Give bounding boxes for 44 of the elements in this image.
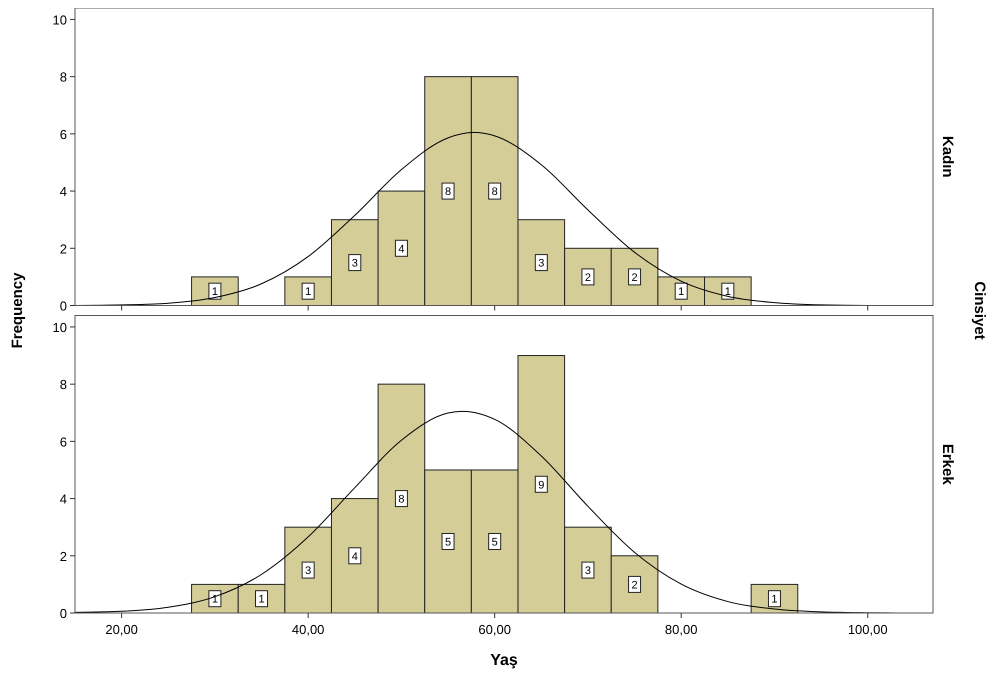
y-tick-label: 8	[60, 70, 67, 85]
data-label: 8	[444, 186, 452, 198]
x-tick-label: 60,00	[478, 622, 511, 637]
data-label: 8	[492, 186, 498, 198]
data-label: 1	[771, 594, 778, 606]
y-tick-label: 8	[60, 377, 67, 392]
data-label: 1	[212, 594, 218, 606]
y-tick-label: 10	[52, 320, 67, 335]
data-label: 8	[398, 494, 404, 506]
data-label: 2	[632, 579, 638, 592]
data-label: 1	[724, 286, 731, 298]
text: Cinsiyet	[971, 281, 988, 340]
y-tick-label: 2	[60, 548, 67, 564]
y-tick-label: 4	[60, 184, 67, 200]
data-label: 9	[538, 479, 544, 492]
data-label: 2	[584, 272, 591, 284]
y-tick-label: 6	[60, 126, 67, 142]
data-label: 1	[305, 286, 312, 298]
data-label: 4	[352, 550, 358, 563]
x-tick-label: 20,00	[105, 622, 138, 637]
data-label: 1	[678, 286, 684, 298]
x-axis-title: Yaş	[490, 652, 518, 669]
y-tick-label: 10	[52, 12, 67, 28]
data-label: 3	[305, 565, 312, 578]
y-tick-label: 0	[60, 606, 67, 621]
data-label: 5	[492, 536, 498, 548]
data-label: 1	[258, 594, 265, 606]
data-label: 2	[632, 272, 638, 284]
data-label: 3	[352, 258, 358, 270]
y-tick-label: 0	[60, 298, 67, 314]
y-tick-label: 4	[60, 492, 67, 507]
y-axis-title: Frequency	[9, 272, 26, 348]
y-tick-label: 2	[60, 241, 67, 256]
data-label: 4	[398, 243, 404, 256]
data-label: 1	[212, 286, 218, 298]
x-tick-label: 80,00	[664, 622, 698, 637]
y2-axis-title: Erkek	[939, 444, 956, 486]
data-label: 3	[584, 565, 591, 578]
y2-axis-title: Kadın	[939, 136, 956, 178]
data-label: 5	[444, 536, 452, 548]
x-tick-label: 40,00	[292, 622, 324, 637]
data-label: 3	[538, 258, 544, 270]
y-tick-label: 6	[60, 434, 67, 450]
x-tick-label: 100,00	[848, 622, 888, 637]
